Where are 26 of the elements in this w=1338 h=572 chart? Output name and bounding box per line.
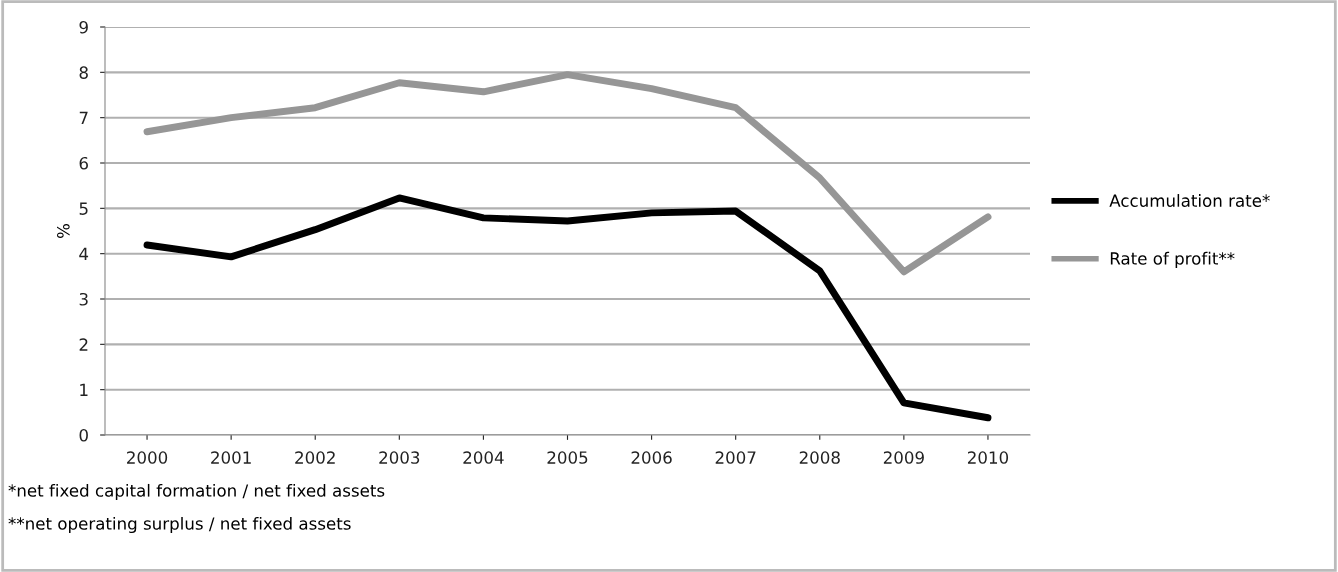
text: **net operating surplus / net fixed assets: [8, 516, 351, 534]
y-tick-label: 9: [79, 20, 88, 34]
x-tick-label: 2002: [295, 451, 335, 464]
y-tick-label: 0: [79, 428, 88, 442]
x-tick-label: 2010: [967, 451, 1009, 464]
x-tick-label: 2003: [379, 451, 420, 464]
x-tick-label: 2008: [799, 451, 840, 464]
x-tick-label: 2000: [127, 451, 168, 464]
x-tick-label: 2004: [463, 451, 504, 464]
legend-label: Accumulation rate*: [1109, 194, 1270, 207]
x-tick-label: 2005: [547, 451, 588, 464]
y-tick-label: 3: [79, 292, 88, 306]
x-tick-label: 2006: [631, 451, 672, 464]
y-tick-label: 7: [79, 111, 88, 124]
text: *net fixed capital formation / net fixed assets: [8, 483, 385, 501]
y-tick-label: 5: [79, 202, 88, 215]
x-tick-label: 2007: [715, 451, 756, 464]
y-axis-title: %: [57, 224, 70, 238]
y-tick-label: 2: [79, 338, 88, 351]
y-tick-label: 8: [79, 66, 88, 79]
x-tick-label: 2001: [211, 451, 251, 464]
x-tick-label: 2009: [883, 451, 924, 464]
y-tick-label: 4: [79, 247, 89, 260]
y-tick-label: 1: [80, 383, 88, 396]
legend-label: Rate of profit**: [1110, 251, 1235, 268]
y-tick-label: 6: [79, 156, 88, 170]
